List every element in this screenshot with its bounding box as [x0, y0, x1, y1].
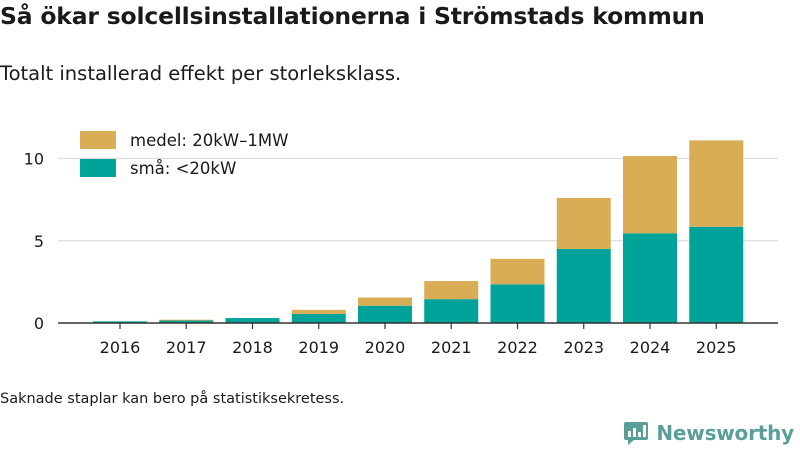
legend-label-medium: medel: 20kW–1MW — [130, 131, 288, 150]
x-tick-label: 2022 — [497, 338, 538, 357]
x-tick-label: 2023 — [563, 338, 604, 357]
bar-small-2016 — [93, 321, 147, 323]
bar-small-2024 — [623, 233, 677, 323]
legend-swatch-medium — [80, 131, 116, 149]
x-tick-label: 2021 — [431, 338, 472, 357]
y-tick-label: 10 — [24, 150, 44, 169]
bar-medium-2022 — [490, 258, 545, 285]
legend-label-small: små: <20kW — [130, 159, 236, 178]
brand-name: Newsworthy — [656, 421, 794, 445]
x-tick-label: 2018 — [232, 338, 273, 357]
y-tick-label: 0 — [34, 314, 44, 333]
footnote: Saknade staplar kan bero på statistiksek… — [0, 391, 345, 407]
x-tick-label: 2017 — [166, 338, 207, 357]
bar-small-2021 — [424, 299, 479, 323]
chart-title: Så ökar solcellsinstallationerna i Ström… — [0, 2, 705, 30]
bar-medium-2019 — [291, 309, 346, 314]
bar-small-2023 — [556, 248, 611, 323]
x-tick-label: 2024 — [630, 338, 671, 357]
bar-small-2025 — [689, 226, 744, 323]
bar-medium-2023 — [556, 197, 611, 249]
x-tick-label: 2025 — [696, 338, 737, 357]
newsworthy-logo-icon — [624, 422, 649, 445]
x-tick-label: 2016 — [100, 338, 141, 357]
brand: Newsworthy — [623, 420, 794, 446]
bar-small-2022 — [490, 284, 545, 323]
x-tick-label: 2020 — [365, 338, 406, 357]
bar-small-2017 — [159, 320, 214, 323]
bar-medium-2017 — [159, 319, 214, 321]
x-tick-label: 2019 — [298, 338, 339, 357]
bar-medium-2021 — [424, 281, 479, 300]
bar-medium-2020 — [358, 297, 412, 306]
chart-subtitle: Totalt installerad effekt per storlekskl… — [0, 62, 402, 85]
y-tick-label: 5 — [34, 232, 44, 251]
stacked-bar-chart: 0 5 10 2016 2017 2018 2019 2020 2021 2022 2023 2024… — [24, 131, 778, 357]
bar-medium-2025 — [689, 140, 744, 227]
bar-medium-2024 — [623, 156, 677, 234]
bar-small-2018 — [225, 318, 280, 323]
legend-swatch-small — [80, 159, 116, 177]
bar-small-2019 — [291, 313, 346, 323]
bar-small-2020 — [358, 305, 412, 323]
